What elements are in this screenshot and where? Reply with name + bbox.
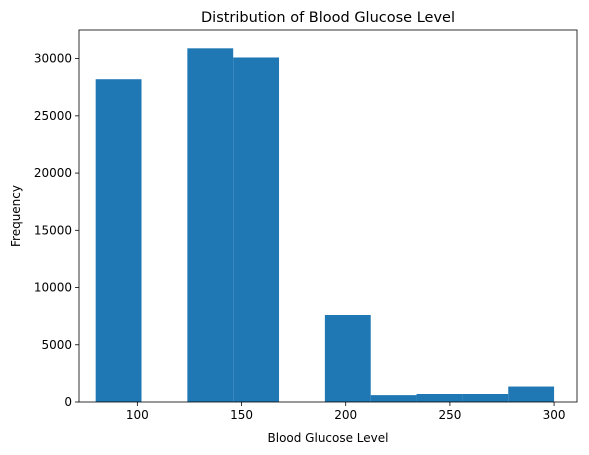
histogram-bar-2 (187, 48, 234, 403)
histogram-bar-9 (508, 386, 555, 402)
y-tick-label-2: 10000 (34, 281, 72, 295)
y-tick-label-5: 25000 (34, 109, 72, 123)
y-axis-label: Frequency (9, 185, 23, 247)
x-tick-label-2: 200 (334, 408, 357, 422)
histogram-bar-6 (370, 395, 417, 402)
x-tick-label-4: 300 (543, 408, 566, 422)
y-tick-label-4: 20000 (34, 166, 72, 180)
histogram-bar-0 (95, 79, 142, 403)
chart-title: Distribution of Blood Glucose Level (201, 10, 455, 26)
x-axis-ticks: 100 150 200 250 300 (126, 402, 566, 422)
histogram-bar-8 (462, 393, 509, 402)
x-tick-label-3: 250 (438, 408, 461, 422)
histogram-bars (95, 48, 555, 403)
x-tick-label-0: 100 (126, 408, 149, 422)
y-axis-ticks: 0 5000 10000 15000 20000 25000 30000 (34, 52, 79, 409)
y-tick-label-6: 30000 (34, 52, 72, 66)
y-tick-label-1: 5000 (41, 338, 72, 352)
y-tick-label-0: 0 (64, 395, 72, 409)
x-axis-label: Blood Glucose Level (268, 431, 389, 445)
y-tick-label-3: 15000 (34, 223, 72, 237)
x-tick-label-1: 150 (230, 408, 253, 422)
histogram-bar-3 (233, 57, 280, 403)
histogram-bar-7 (416, 393, 463, 402)
plot-frame (78, 29, 578, 403)
histogram-bar-5 (324, 315, 371, 402)
